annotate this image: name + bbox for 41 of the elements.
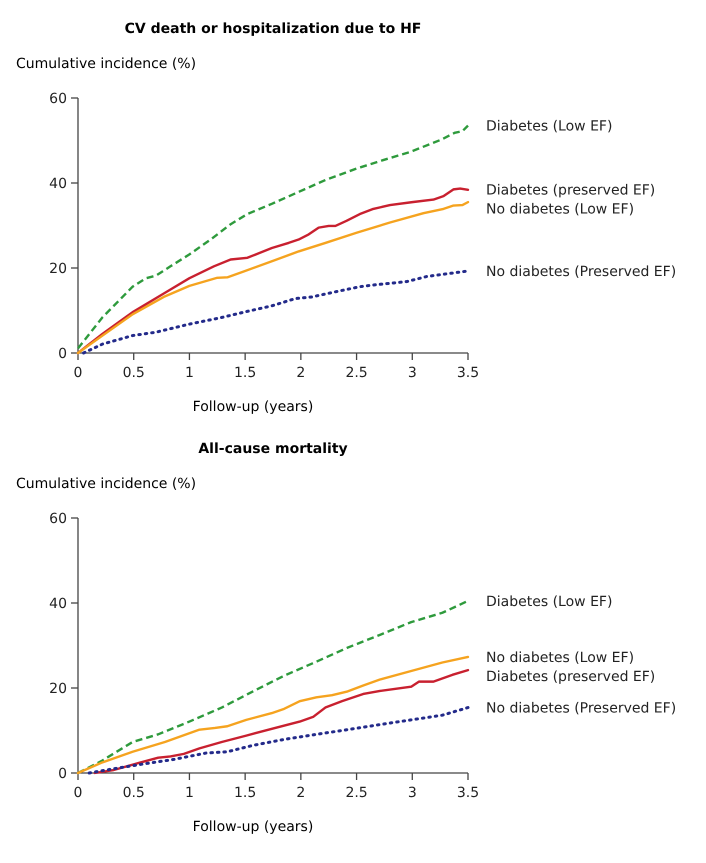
series-label: Diabetes (Low EF) (486, 118, 612, 135)
series-label: No diabetes (Preserved EF) (486, 700, 676, 716)
y-tick-label: 60 (49, 510, 67, 527)
series-label: No diabetes (Low EF) (486, 202, 634, 218)
series-label: No diabetes (Preserved EF) (486, 264, 676, 280)
series-label: No diabetes (Low EF) (486, 650, 634, 666)
series-label: Diabetes (Low EF) (486, 594, 612, 610)
x-tick-label: 3.5 (456, 785, 480, 801)
y-axis-title: Cumulative incidence (%) (16, 56, 196, 72)
line-series (88, 706, 470, 774)
y-tick-label: 40 (49, 176, 67, 192)
x-tick-label: 3 (408, 365, 417, 381)
x-tick-label: 0.5 (122, 365, 145, 381)
x-tick-label: 1 (184, 365, 194, 381)
x-tick-label: 2 (296, 365, 306, 381)
x-tick-label: 0 (74, 785, 82, 801)
chart-title: All-cause mortality (198, 441, 348, 457)
y-tick-label: 60 (49, 90, 67, 107)
y-tick-label: 0 (58, 346, 67, 362)
x-axis-title: Follow-up (years) (192, 819, 314, 835)
chart-title: CV death or hospitalization due to HF (124, 21, 422, 37)
series-label: Diabetes (preserved EF) (486, 668, 656, 685)
y-tick-label: 40 (49, 596, 67, 612)
x-axis-title: Follow-up (years) (192, 399, 314, 415)
x-tick-label: 2.5 (345, 785, 368, 801)
x-tick-label: 1.5 (234, 785, 256, 801)
y-tick-label: 20 (49, 680, 67, 697)
series-label: Diabetes (preserved EF) (486, 182, 656, 199)
y-axis-title: Cumulative incidence (%) (16, 476, 196, 492)
line-series (82, 269, 470, 354)
x-tick-label: 3 (408, 785, 417, 801)
x-tick-label: 2 (296, 785, 306, 801)
x-tick-label: 0.5 (122, 785, 145, 801)
x-tick-label: 3.5 (456, 365, 480, 381)
x-tick-label: 0 (74, 365, 82, 381)
x-tick-label: 1 (184, 785, 194, 801)
x-tick-label: 1.5 (234, 365, 256, 381)
x-tick-label: 2.5 (345, 365, 368, 381)
y-tick-label: 0 (58, 766, 67, 782)
y-tick-label: 20 (49, 260, 67, 277)
line-series (76, 124, 470, 350)
